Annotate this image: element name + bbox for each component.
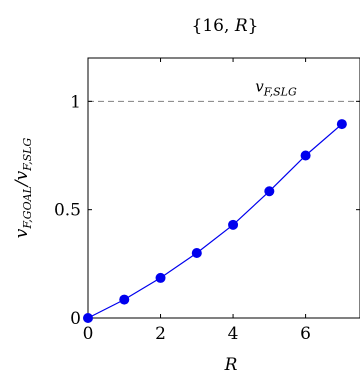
reference-lines: vF,SLG (88, 77, 360, 102)
axis-ticks: 0 2 4 6 0 0.5 1 (54, 58, 360, 344)
data-point (300, 150, 311, 161)
data-point (83, 313, 93, 323)
x-tick-label: 2 (155, 324, 166, 344)
x-axis-label: R (224, 355, 238, 375)
reference-line-label: vF,SLG (255, 77, 297, 98)
y-tick-label: 1 (70, 92, 81, 112)
plot-frame (87, 57, 360, 319)
data-series (83, 119, 347, 323)
y-axis-label: vF,GOAL/vF,SLG (12, 138, 34, 239)
x-tick-label: 0 (83, 324, 94, 344)
x-tick-label: 6 (300, 324, 311, 344)
data-point (155, 272, 166, 283)
data-point (336, 119, 347, 130)
y-tick-label: 0.5 (54, 201, 81, 221)
series-line (87, 123, 343, 319)
x-tick-label: 4 (228, 324, 239, 344)
y-tick-label: 0 (70, 309, 81, 329)
data-point (228, 219, 239, 230)
data-point (191, 248, 202, 258)
chart-title: {16, R} (192, 16, 259, 36)
data-point (119, 294, 130, 305)
data-point (264, 186, 275, 197)
